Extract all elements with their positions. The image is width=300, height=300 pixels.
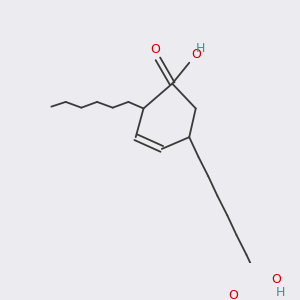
Text: O: O xyxy=(271,273,281,286)
Text: O: O xyxy=(150,43,160,56)
Text: H: H xyxy=(196,42,205,56)
Text: H: H xyxy=(276,286,285,299)
Text: O: O xyxy=(191,48,201,62)
Text: O: O xyxy=(228,289,238,300)
